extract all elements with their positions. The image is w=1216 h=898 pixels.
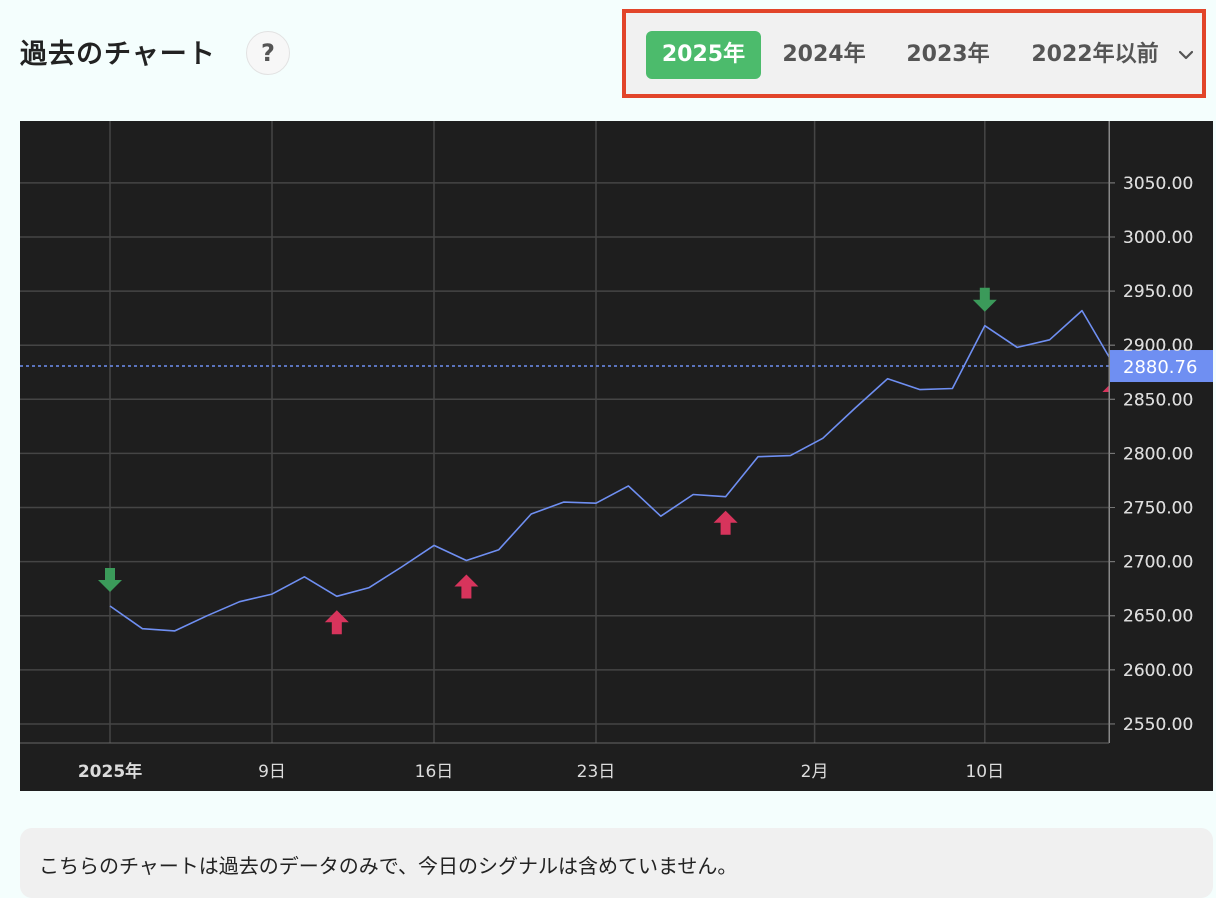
y-tick-label: 2800.00: [1123, 444, 1193, 464]
buy-arrow-icon: [714, 511, 738, 535]
buy-arrow-icon: [325, 610, 349, 634]
x-tick-label: 16日: [415, 762, 454, 782]
tab-year-2024[interactable]: 2024年: [774, 31, 874, 79]
y-tick-label: 2850.00: [1123, 390, 1193, 410]
price-chart[interactable]: 2550.00 2600.00 2650.00 2700.00 2750.00 2800.…: [20, 121, 1213, 791]
y-tick-label: 2750.00: [1123, 499, 1193, 519]
x-tick-label: 10日: [965, 762, 1004, 782]
buy-arrow-icon: [454, 575, 478, 599]
tab-year-2022-earlier[interactable]: 2022年以前: [1020, 31, 1170, 79]
tab-year-2025[interactable]: 2025年: [646, 31, 761, 79]
y-tick-label: 3000.00: [1123, 228, 1193, 248]
chart-svg: 2550.00 2600.00 2650.00 2700.00 2750.00 2800.…: [20, 121, 1213, 791]
price-series-line: [110, 311, 1114, 631]
y-tick-label: 2550.00: [1123, 715, 1193, 735]
y-tick-label: 2900.00: [1123, 336, 1193, 356]
chevron-down-icon[interactable]: [1179, 48, 1193, 62]
info-note-text: こちらのチャートは過去のデータのみで、今日のシグナルは含めていません。: [39, 850, 737, 879]
x-tick-label: 2月: [801, 762, 829, 782]
x-tick-label: 2025年: [78, 761, 142, 782]
year-selector: 2025年 2024年 2023年 2022年以前: [622, 9, 1206, 98]
x-tick-label: 9日: [258, 762, 286, 782]
y-tick-label: 2600.00: [1123, 661, 1193, 681]
y-tick-label: 3050.00: [1123, 174, 1193, 194]
current-price-label: 2880.76: [1123, 357, 1197, 378]
y-tick-label: 2700.00: [1123, 553, 1193, 573]
y-tick-label: 2650.00: [1123, 607, 1193, 627]
sell-arrow-icon: [98, 568, 122, 592]
info-note: こちらのチャートは過去のデータのみで、今日のシグナルは含めていません。: [20, 828, 1213, 898]
tab-year-2023[interactable]: 2023年: [898, 31, 998, 79]
x-tick-label: 23日: [577, 762, 616, 782]
y-tick-label: 2950.00: [1123, 282, 1193, 302]
page-title: 過去のチャート: [20, 32, 216, 71]
help-button[interactable]: ?: [246, 31, 290, 75]
